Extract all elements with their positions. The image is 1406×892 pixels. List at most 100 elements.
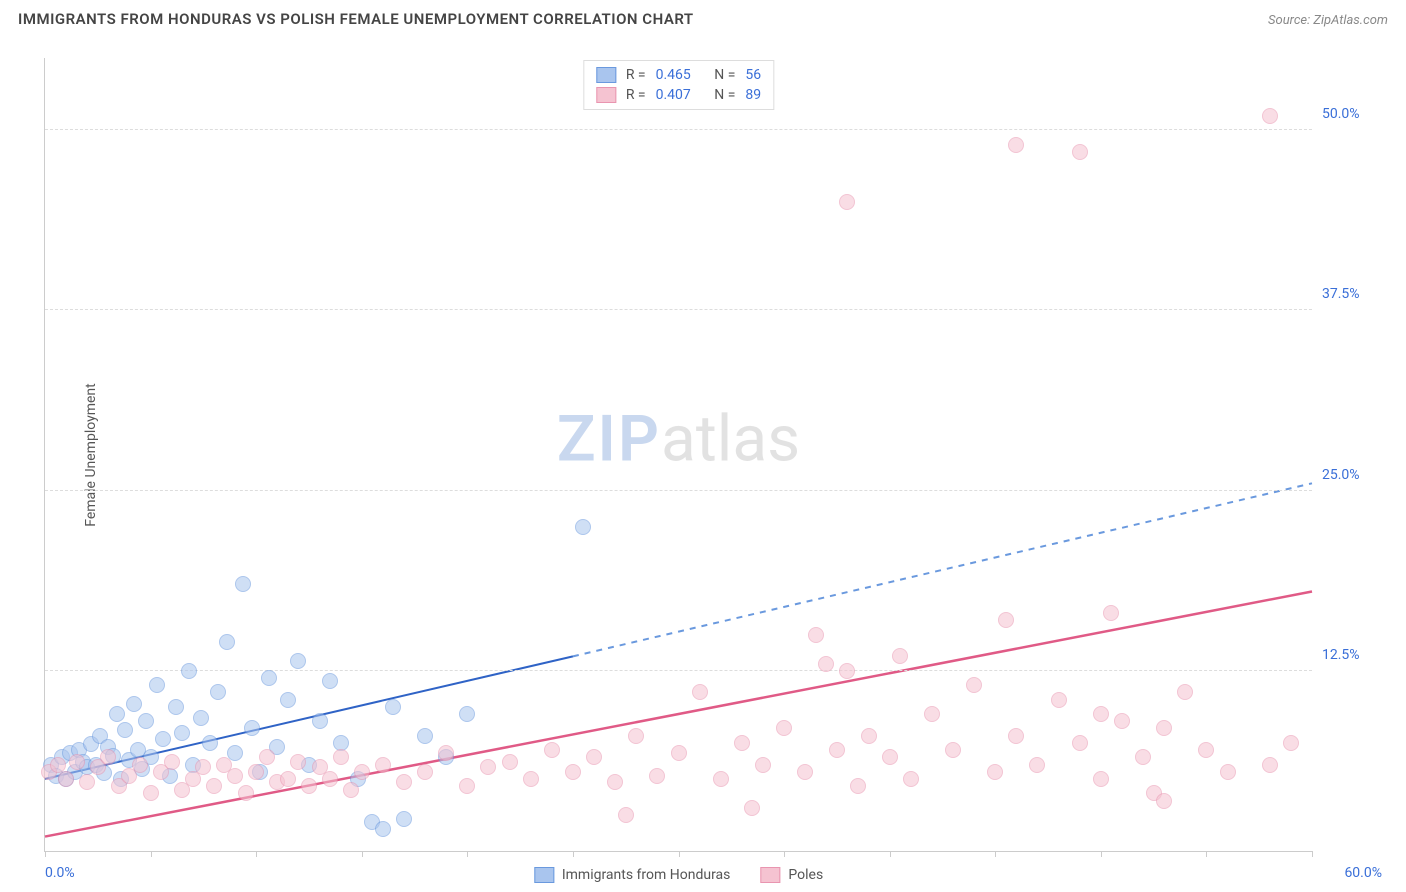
data-point-honduras [290,653,306,669]
data-point-poles [1146,785,1162,801]
swatch-poles [596,87,616,103]
data-point-poles [41,764,57,780]
data-point-poles [839,194,855,210]
data-point-poles [1008,137,1024,153]
data-point-honduras [168,699,184,715]
x-axis-min-label: 0.0% [45,865,75,881]
data-point-poles [523,771,539,787]
scatter-chart: ZIPatlas Female Unemployment R = 0.465 N… [44,58,1312,852]
data-point-honduras [575,519,591,535]
data-point-poles [121,768,137,784]
data-point-poles [50,757,66,773]
gridline [45,490,1312,491]
data-point-poles [185,771,201,787]
y-tick-label: 50.0% [1322,106,1382,122]
x-tick [256,851,257,857]
source-attribution: Source: ZipAtlas.com [1268,13,1388,28]
data-point-honduras [459,706,475,722]
data-point-poles [808,627,824,643]
data-point-poles [100,749,116,765]
data-point-honduras [280,692,296,708]
data-point-honduras [62,745,78,761]
data-point-honduras [438,749,454,765]
data-point-honduras [83,736,99,752]
data-point-honduras [375,821,391,837]
data-point-poles [1262,108,1278,124]
data-point-honduras [322,673,338,689]
data-point-poles [280,771,296,787]
data-point-poles [797,764,813,780]
data-point-poles [839,663,855,679]
data-point-poles [396,774,412,790]
data-point-poles [216,757,232,773]
data-point-poles [966,677,982,693]
n-label: N = [714,67,735,83]
data-point-poles [776,720,792,736]
data-point-honduras [261,670,277,686]
y-tick-label: 25.0% [1322,467,1382,483]
data-point-honduras [138,713,154,729]
data-point-poles [850,778,866,794]
data-point-honduras [79,759,95,775]
data-point-poles [607,774,623,790]
data-point-poles [480,759,496,775]
r-label: R = [626,87,646,103]
chart-title: IMMIGRANTS FROM HONDURAS VS POLISH FEMAL… [18,10,694,28]
data-point-poles [713,771,729,787]
x-tick [45,851,46,857]
data-point-poles [586,749,602,765]
data-point-poles [861,728,877,744]
data-point-honduras [121,752,137,768]
legend-row-poles: R = 0.407 N = 89 [596,85,761,105]
correlation-legend: R = 0.465 N = 56 R = 0.407 N = 89 [583,60,774,110]
x-tick [995,851,996,857]
data-point-poles [1093,706,1109,722]
x-tick [1206,851,1207,857]
r-value-poles: 0.407 [656,87,691,103]
swatch-honduras [596,67,616,83]
gridline [45,129,1312,130]
data-point-poles [755,757,771,773]
data-point-poles [206,778,222,794]
n-value-honduras: 56 [745,67,761,83]
data-point-honduras [126,696,142,712]
data-point-poles [1008,728,1024,744]
y-axis-title: Female Unemployment [83,383,99,527]
data-point-honduras [235,576,251,592]
data-point-honduras [202,735,218,751]
data-point-poles [259,749,275,765]
data-point-honduras [58,771,74,787]
data-point-honduras [301,757,317,773]
data-point-poles [164,754,180,770]
data-point-honduras [130,742,146,758]
data-point-poles [343,782,359,798]
swatch-honduras [534,867,554,883]
r-label: R = [626,67,646,83]
data-point-poles [248,764,264,780]
data-point-poles [1103,605,1119,621]
data-point-honduras [162,768,178,784]
data-point-poles [58,771,74,787]
data-point-honduras [88,757,104,773]
data-point-poles [459,778,475,794]
data-point-poles [1072,144,1088,160]
data-point-poles [111,778,127,794]
data-point-poles [227,768,243,784]
data-point-honduras [227,745,243,761]
x-tick [362,851,363,857]
data-point-honduras [100,739,116,755]
data-point-honduras [244,720,260,736]
data-point-poles [671,745,687,761]
data-point-poles [143,785,159,801]
data-point-poles [892,648,908,664]
x-tick [890,851,891,857]
data-point-poles [1051,692,1067,708]
data-point-poles [649,768,665,784]
data-point-poles [153,764,169,780]
data-point-honduras [143,749,159,765]
data-point-honduras [149,677,165,693]
x-tick [151,851,152,857]
data-point-honduras [350,771,366,787]
data-point-poles [438,745,454,761]
series-legend: Immigrants from Honduras Poles [534,867,823,883]
